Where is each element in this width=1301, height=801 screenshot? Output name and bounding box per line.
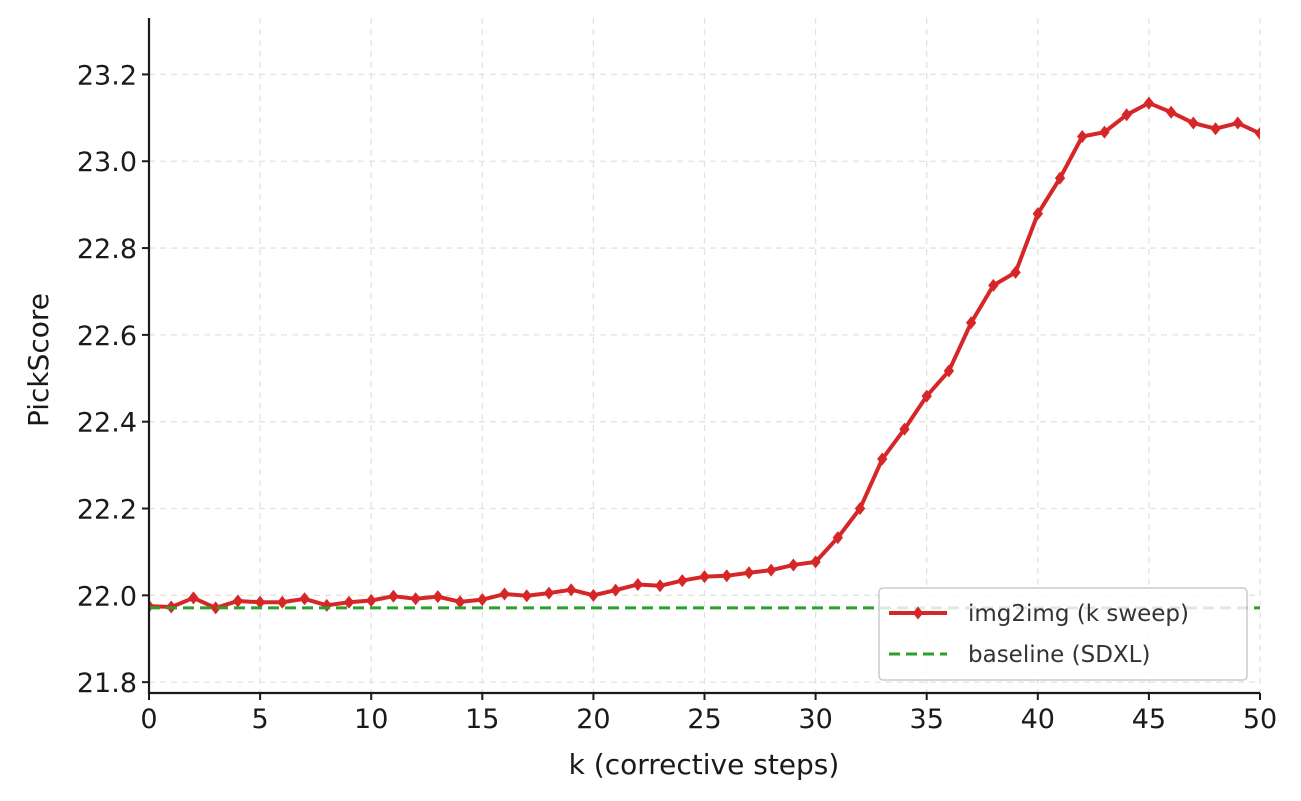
legend-marker [912, 606, 924, 620]
x-tick-label: 5 [252, 704, 269, 735]
data-point [1010, 265, 1021, 279]
y-tick-label: 22.2 [77, 495, 137, 526]
data-point [543, 586, 555, 600]
data-point [1210, 122, 1221, 136]
data-point [1032, 207, 1043, 221]
x-tick-label: 30 [798, 704, 832, 735]
x-tick-label: 40 [1021, 704, 1055, 735]
data-point [788, 558, 799, 572]
data-point [299, 592, 310, 606]
data-point [477, 593, 488, 607]
data-point [388, 589, 399, 603]
data-point [965, 316, 977, 330]
data-point [588, 588, 599, 602]
data-point [1188, 116, 1199, 130]
y-tick-label: 21.8 [77, 668, 137, 699]
data-point [654, 579, 666, 593]
data-point [832, 531, 844, 545]
data-point [210, 601, 221, 615]
data-point [499, 587, 510, 601]
y-tick-label: 22.4 [77, 408, 137, 439]
data-point [921, 389, 932, 403]
data-point [1254, 126, 1260, 140]
data-point [854, 502, 866, 516]
data-point [743, 566, 755, 580]
y-axis-label: PickScore [22, 293, 55, 427]
data-point [1232, 116, 1243, 130]
x-tick-label: 15 [465, 704, 499, 735]
legend-item: baseline (SDXL) [889, 642, 1150, 668]
legend: img2img (k sweep) baseline (SDXL) [878, 587, 1248, 681]
x-tick-label: 35 [910, 704, 944, 735]
legend-label: baseline (SDXL) [968, 642, 1150, 668]
data-point [1121, 108, 1132, 122]
data-point [232, 594, 244, 608]
legend-box [878, 587, 1248, 681]
legend-label: img2img (k sweep) [968, 601, 1189, 627]
data-point [1143, 96, 1155, 110]
data-point [677, 574, 688, 588]
data-point [610, 583, 621, 597]
data-point [410, 592, 421, 606]
x-tick-label: 0 [140, 704, 157, 735]
data-point [1054, 171, 1066, 185]
data-point [321, 598, 332, 612]
series-line [149, 101, 1260, 610]
data-point [277, 595, 288, 609]
data-point [343, 595, 355, 609]
data-point [988, 278, 999, 292]
data-point [254, 595, 266, 609]
legend-item: img2img (k sweep) [889, 601, 1189, 627]
data-point [1099, 125, 1110, 139]
data-point [632, 577, 644, 591]
x-tick-label: 20 [576, 704, 610, 735]
data-point [432, 590, 444, 604]
y-axis-ticks: 21.8 22.0 22.2 22.4 22.6 22.8 23.0 23.2 [77, 60, 149, 699]
data-point [565, 583, 577, 597]
data-point [877, 452, 888, 466]
y-tick-label: 22.6 [77, 321, 137, 352]
data-point [366, 594, 377, 608]
y-tick-label: 23.0 [77, 147, 137, 178]
x-tick-label: 50 [1243, 704, 1277, 735]
data-point [699, 570, 710, 584]
data-point [1165, 105, 1177, 119]
data-point [1077, 130, 1088, 144]
data-point [721, 569, 732, 583]
x-tick-label: 25 [687, 704, 721, 735]
data-point [810, 555, 821, 569]
y-tick-label: 23.2 [77, 60, 137, 91]
x-axis-ticks: 0 5 10 15 20 25 30 35 40 45 50 [140, 693, 1277, 735]
data-point [521, 589, 532, 603]
data-point [188, 591, 199, 605]
data-point [899, 422, 910, 436]
data-point [454, 595, 466, 609]
data-point [149, 599, 155, 613]
data-point [765, 563, 777, 577]
x-tick-label: 10 [354, 704, 388, 735]
data-point [943, 364, 955, 378]
x-axis-label: k (corrective steps) [569, 748, 840, 781]
y-tick-label: 22.0 [77, 581, 137, 612]
img2img-series [149, 96, 1260, 615]
x-tick-label: 45 [1132, 704, 1166, 735]
y-tick-label: 22.8 [77, 234, 137, 265]
